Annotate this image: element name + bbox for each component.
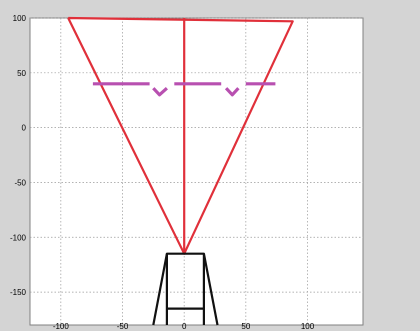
series-line: [67, 16, 294, 255]
y-tick-label: 0: [22, 124, 27, 133]
series-1: [92, 82, 276, 97]
x-tick-label: -100: [53, 322, 70, 331]
y-tick-label: -100: [10, 233, 27, 242]
plot-area: [29, 17, 364, 326]
series-2: [152, 252, 219, 326]
x-tick-label: 50: [241, 322, 250, 331]
y-tick-label: -150: [10, 288, 27, 297]
x-tick-label: -50: [117, 322, 129, 331]
x-tick-label: 0: [182, 322, 187, 331]
grid: [30, 17, 363, 325]
y-tick-label: 50: [17, 69, 26, 78]
series-line: [224, 87, 240, 97]
series-line: [152, 87, 168, 97]
tick-labels: -100 -50 0 50 100 100 50 0 -50 -100 -150: [10, 14, 315, 331]
series-line: [152, 252, 219, 326]
series-0: [67, 16, 294, 255]
x-tick-label: 100: [301, 322, 315, 331]
y-tick-label: 100: [13, 14, 27, 23]
y-tick-label: -50: [14, 178, 26, 187]
series-layer: [67, 16, 294, 326]
